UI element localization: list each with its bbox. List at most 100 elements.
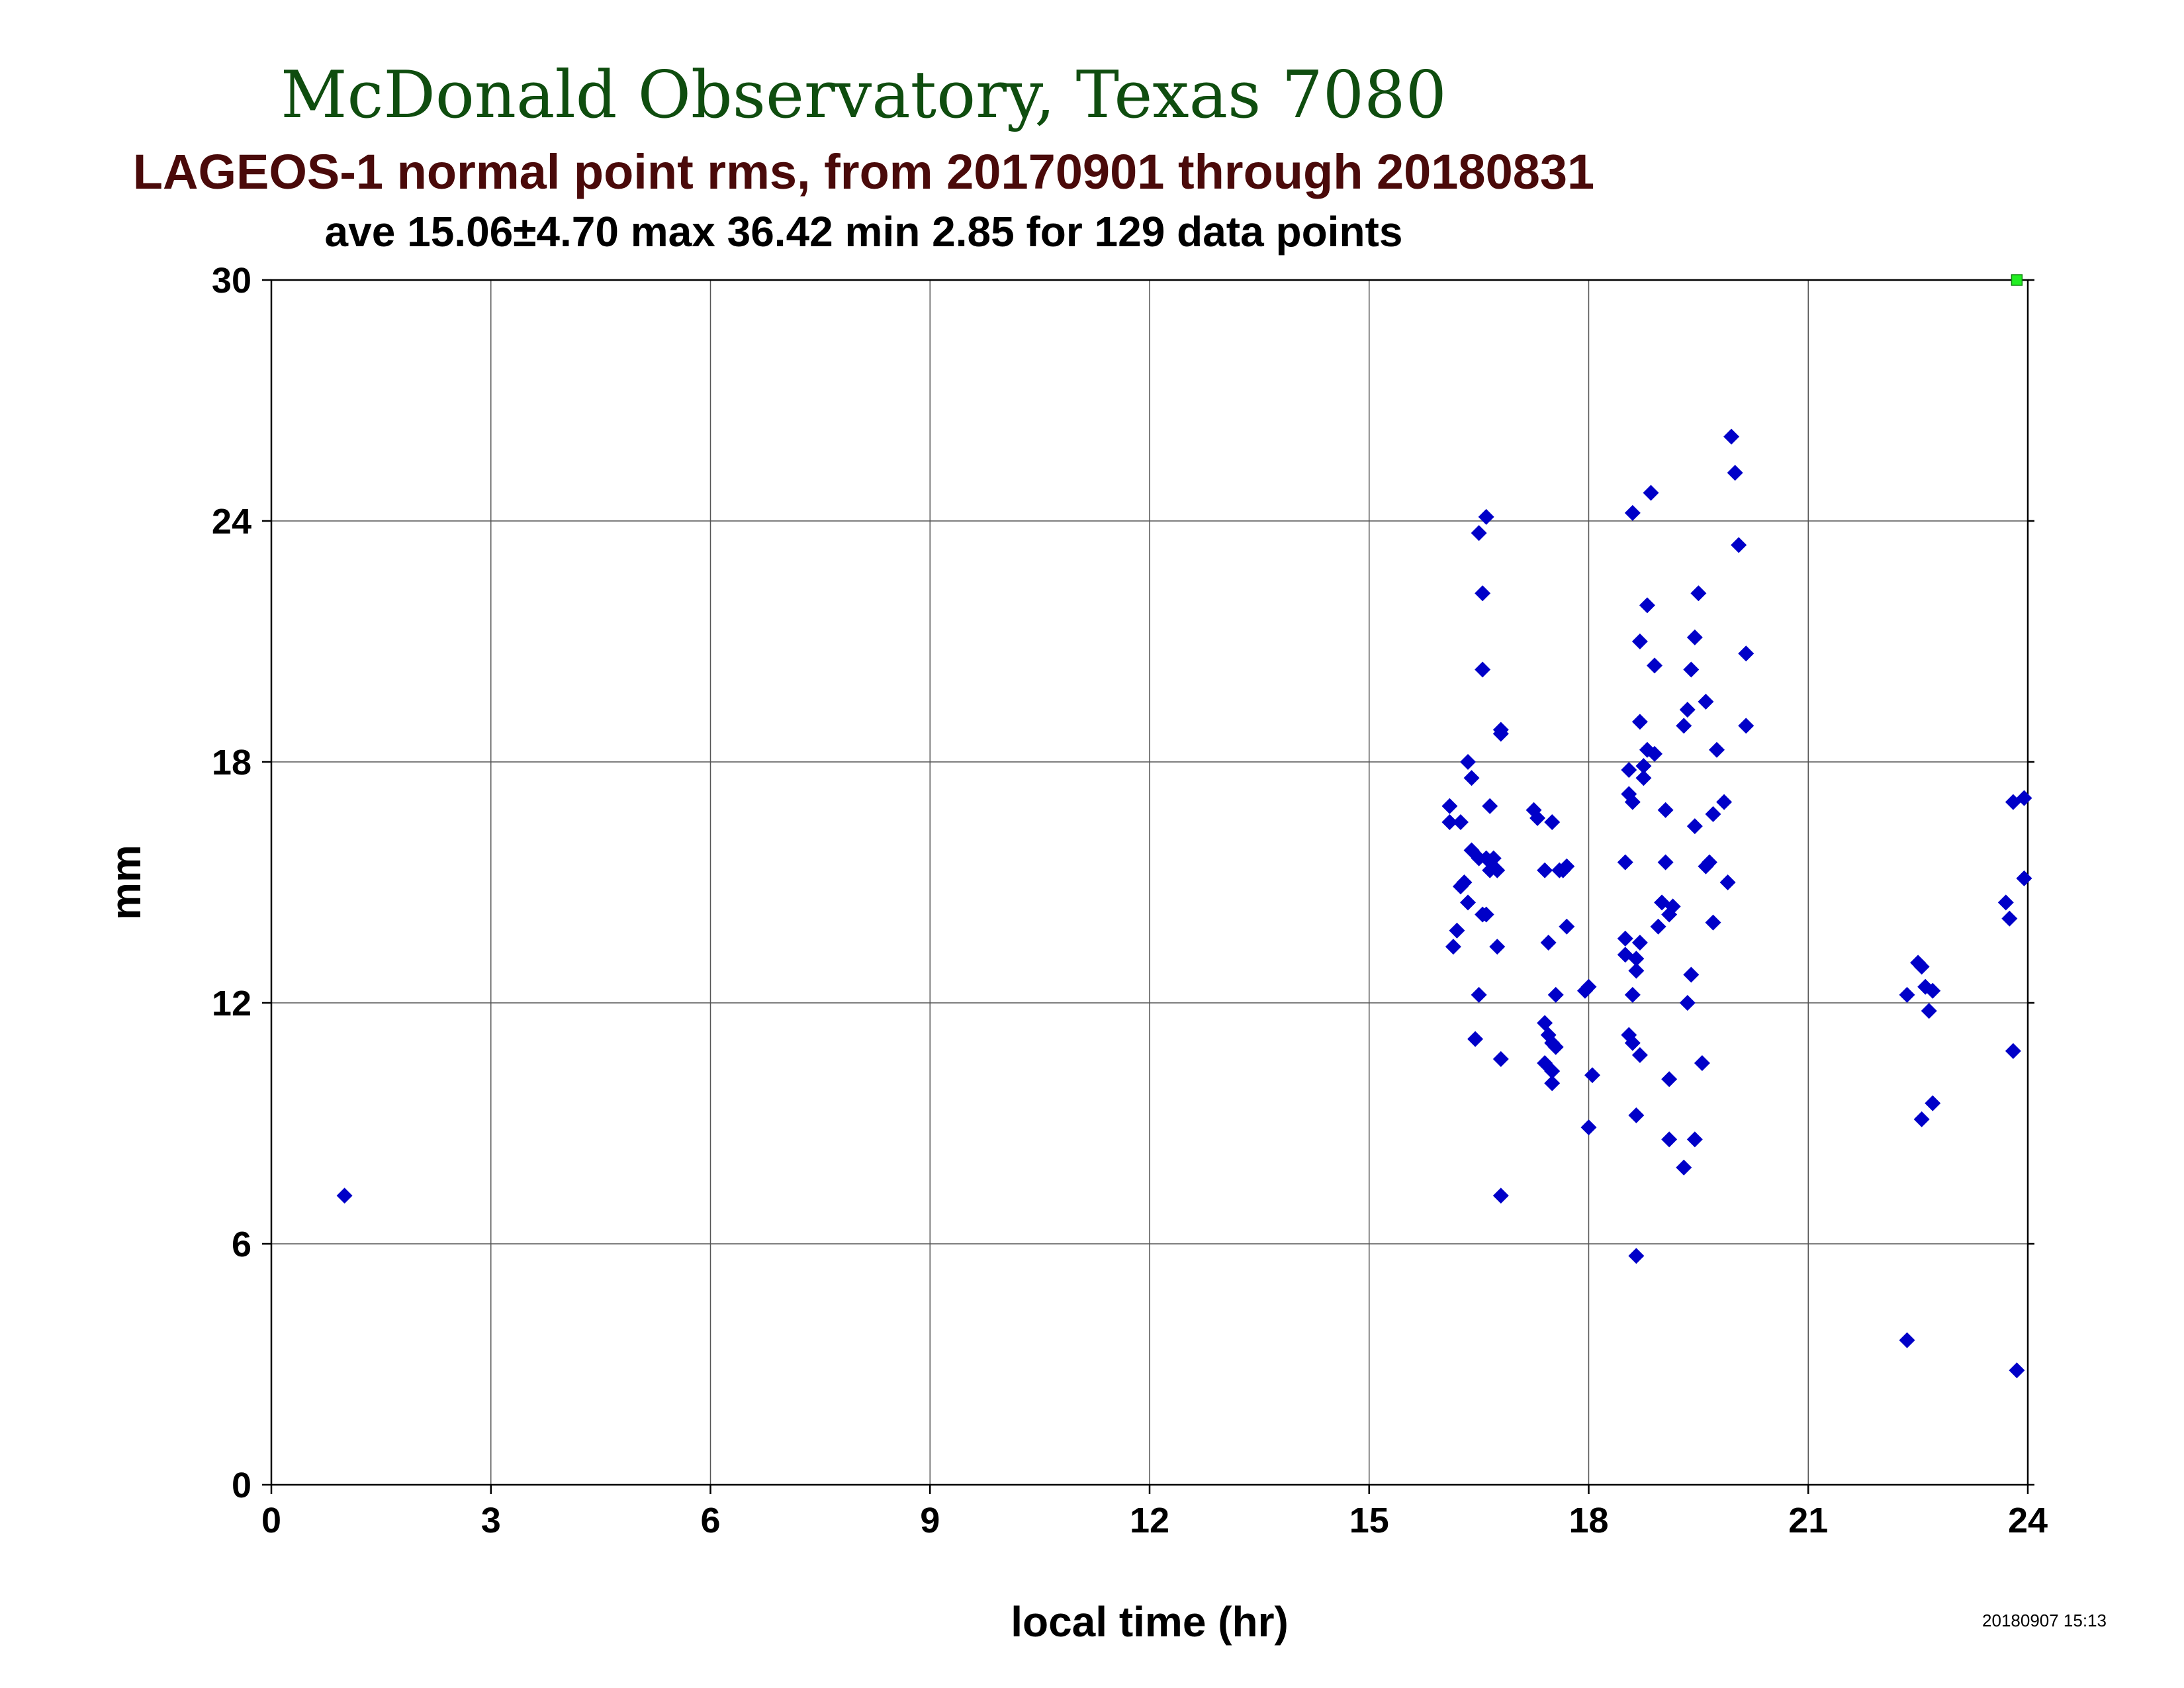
data-point	[1738, 645, 1754, 662]
data-point	[1664, 898, 1681, 915]
data-point	[1643, 485, 1659, 501]
data-point	[1617, 930, 1633, 947]
data-point	[1584, 1067, 1601, 1084]
data-point	[1628, 1248, 1645, 1264]
data-point	[1698, 694, 1714, 710]
data-point	[1445, 939, 1461, 955]
data-point	[1537, 1015, 1553, 1031]
data-point	[1467, 1031, 1484, 1047]
chart-title: McDonald Observatory, Texas 7080	[281, 58, 1447, 133]
data-point	[1624, 504, 1641, 521]
data-point	[1709, 741, 1725, 758]
data-point	[1723, 428, 1740, 445]
data-point	[1683, 966, 1700, 983]
data-point	[1694, 1055, 1710, 1071]
data-point	[1690, 585, 1707, 602]
data-point	[1738, 718, 1754, 734]
data-points	[336, 274, 2032, 1379]
data-point	[1686, 629, 1703, 645]
data-point	[1559, 918, 1575, 935]
data-point	[1631, 633, 1648, 649]
x-tick-label: 24	[2008, 1501, 2048, 1540]
data-point	[1631, 714, 1648, 730]
data-point	[1686, 1131, 1703, 1148]
data-point-marker	[2011, 274, 2023, 286]
data-point	[1925, 1095, 1941, 1111]
y-tick-label: 24	[212, 502, 251, 541]
tick-labels: 0 3 6 9 12 15 18 21 24 0 6 12 18 24 30	[212, 261, 2048, 1540]
tick-marks	[262, 279, 2034, 1494]
stats-line: ave 15.06±4.70 max 36.42 min 2.85 for 12…	[325, 208, 1403, 256]
data-point	[1460, 754, 1477, 770]
data-point	[1624, 986, 1641, 1003]
data-point	[2005, 1043, 2021, 1059]
data-point	[1661, 1071, 1678, 1088]
data-point	[1921, 1003, 1937, 1019]
data-point	[2016, 870, 2032, 886]
data-point	[1639, 597, 1655, 614]
data-point	[1628, 1107, 1645, 1123]
data-point	[1650, 918, 1666, 935]
data-point	[1657, 854, 1674, 870]
data-point	[1716, 794, 1733, 810]
y-tick-label: 0	[232, 1466, 251, 1505]
data-point	[1628, 962, 1645, 979]
x-axis-label: local time (hr)	[1011, 1598, 1289, 1646]
data-point	[1489, 862, 1506, 878]
data-point	[1559, 858, 1575, 874]
data-point	[1635, 770, 1652, 786]
data-point	[1475, 585, 1491, 602]
data-point	[1492, 1051, 1509, 1067]
data-point	[1471, 525, 1487, 541]
data-point	[1463, 770, 1480, 786]
data-point	[1489, 939, 1506, 955]
x-tick-label: 9	[920, 1501, 940, 1540]
data-point	[2001, 910, 2018, 927]
data-point	[1676, 1159, 1692, 1176]
data-point	[1441, 798, 1458, 814]
data-point	[1580, 978, 1597, 995]
data-point	[1925, 982, 1941, 999]
data-point	[1679, 995, 1696, 1011]
data-point	[336, 1188, 353, 1204]
grid	[271, 279, 2028, 1485]
data-point	[1719, 874, 1736, 890]
data-point	[1635, 758, 1652, 774]
y-tick-label: 30	[212, 261, 251, 301]
data-point	[1997, 894, 2014, 911]
data-point	[1624, 794, 1641, 810]
data-point	[1705, 914, 1721, 931]
data-point	[1913, 1111, 1930, 1127]
data-point	[1478, 508, 1494, 525]
data-point	[1441, 814, 1458, 830]
data-point	[1544, 814, 1561, 830]
data-point	[1624, 1035, 1641, 1051]
data-point	[1544, 1063, 1561, 1080]
data-point	[1547, 1039, 1564, 1055]
data-point	[1899, 986, 1915, 1003]
data-point	[1683, 661, 1700, 678]
y-axis-label: mm	[102, 845, 150, 920]
data-point	[1544, 1075, 1561, 1092]
x-tick-label: 12	[1130, 1501, 1169, 1540]
data-point	[1485, 850, 1502, 867]
x-tick-label: 18	[1569, 1501, 1608, 1540]
data-point	[1621, 762, 1637, 778]
data-point	[1449, 922, 1465, 939]
x-tick-label: 21	[1788, 1501, 1828, 1540]
data-point	[2016, 790, 2032, 806]
y-tick-label: 6	[232, 1225, 251, 1264]
x-tick-label: 3	[481, 1501, 501, 1540]
data-point	[1661, 1131, 1678, 1148]
data-point	[1686, 818, 1703, 835]
data-point	[2009, 1362, 2025, 1379]
data-point	[1657, 802, 1674, 818]
data-point	[1471, 986, 1487, 1003]
y-tick-label: 12	[212, 984, 251, 1023]
data-point	[1647, 745, 1663, 762]
data-point	[1456, 874, 1473, 890]
data-point	[1580, 1119, 1597, 1136]
x-tick-label: 15	[1349, 1501, 1389, 1540]
data-point	[1727, 465, 1743, 481]
